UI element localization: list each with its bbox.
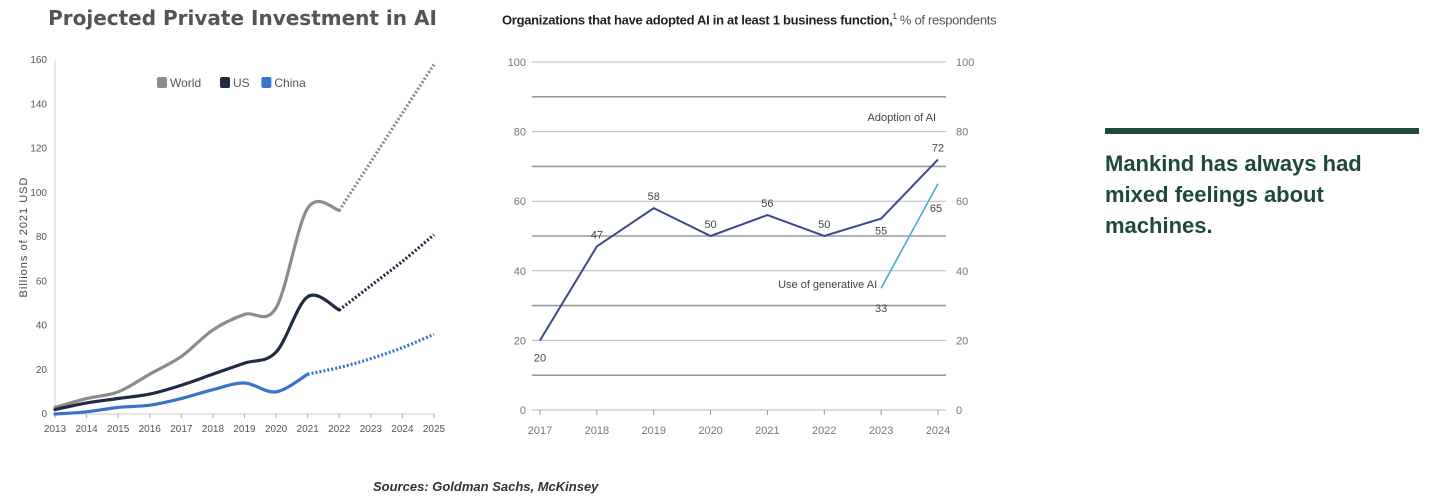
- y-tick-label: 160: [30, 55, 47, 66]
- x-tick-label: 2019: [233, 424, 256, 435]
- y-tick-label: 140: [30, 99, 47, 110]
- x-tick-label: 2021: [297, 424, 320, 435]
- x-tick-label: 2022: [328, 424, 351, 435]
- x-tick-label: 2021: [755, 425, 779, 437]
- x-tick-label: 2023: [869, 425, 893, 437]
- data-label-adoption: 50: [818, 219, 830, 231]
- series-line-generative: [880, 183, 939, 289]
- y-tick-label-right: 20: [956, 335, 968, 347]
- x-tick-label: 2013: [44, 424, 67, 435]
- legend-swatch-world: [157, 77, 167, 88]
- y-tick-label-left: 20: [514, 335, 526, 347]
- series-line-china-projected: [307, 332, 435, 376]
- data-label-adoption: 58: [648, 191, 660, 203]
- series-line-world-actual: [53, 200, 341, 409]
- x-tick-label: 2015: [107, 424, 130, 435]
- legend-swatch-us: [220, 77, 230, 88]
- chart1-title: Projected Private Investment in AI: [48, 6, 437, 30]
- y-tick-label-right: 40: [956, 266, 968, 278]
- series-line-world-projected: [337, 63, 436, 212]
- legend-label-world: World: [170, 76, 201, 90]
- x-tick-label: 2019: [641, 425, 665, 437]
- y-tick-label: 20: [36, 365, 48, 376]
- quote-rule: [1105, 128, 1419, 134]
- y-tick-label-left: 60: [514, 196, 526, 208]
- x-tick-label: 2017: [170, 424, 193, 435]
- y-tick-label-right: 0: [956, 405, 962, 417]
- data-label-adoption: 55: [875, 226, 887, 238]
- chart2-title-main: Organizations that have adopted AI in at…: [502, 12, 893, 28]
- series-label-generative: Use of generative AI: [778, 279, 877, 291]
- x-tick-label: 2023: [360, 424, 383, 435]
- chart2-title: Organizations that have adopted AI in at…: [502, 12, 1102, 27]
- x-tick-label: 2014: [75, 424, 98, 435]
- legend-label-china: China: [274, 76, 306, 90]
- y-tick-label: 0: [41, 409, 47, 420]
- x-tick-label: 2016: [139, 424, 162, 435]
- y-tick-label-left: 40: [514, 266, 526, 278]
- series-line-us-actual: [53, 293, 341, 412]
- y-tick-label-left: 100: [508, 57, 526, 69]
- x-tick-label: 2024: [926, 425, 950, 437]
- x-tick-label: 2017: [528, 425, 552, 437]
- data-label-adoption: 47: [591, 229, 603, 241]
- y-tick-label-right: 100: [956, 57, 974, 69]
- legend-label-us: US: [233, 76, 250, 90]
- series-line-us-projected: [338, 233, 436, 312]
- data-label-generative-start: 33: [875, 303, 887, 315]
- y-tick-label: 100: [30, 188, 47, 199]
- data-label-adoption: 72: [932, 142, 944, 154]
- series-line-adoption: [539, 158, 939, 341]
- x-tick-label: 2020: [265, 424, 288, 435]
- x-tick-label: 2022: [812, 425, 836, 437]
- y-tick-label: 80: [36, 232, 48, 243]
- y-axis-label: Billions of 2021 USD: [18, 177, 30, 298]
- series-line-china-actual: [53, 372, 310, 416]
- quote-text: Mankind has always had mixed feelings ab…: [1105, 151, 1362, 238]
- x-tick-label: 2024: [391, 424, 414, 435]
- y-tick-label-right: 60: [956, 196, 968, 208]
- y-tick-label-left: 80: [514, 127, 526, 139]
- y-tick-label: 60: [36, 276, 48, 287]
- legend-swatch-china: [261, 77, 272, 88]
- x-tick-label: 2020: [698, 425, 722, 437]
- y-tick-label-left: 0: [520, 405, 526, 417]
- series-label-adoption: Adoption of AI: [868, 112, 937, 124]
- data-label-adoption: 20: [534, 352, 546, 364]
- x-tick-label: 2025: [423, 424, 446, 435]
- y-tick-label: 40: [36, 321, 48, 332]
- data-label-adoption: 50: [704, 219, 716, 231]
- x-tick-label: 2018: [585, 425, 609, 437]
- sources-note: Sources: Goldman Sachs, McKinsey: [373, 479, 599, 494]
- y-tick-label: 120: [30, 144, 47, 155]
- investment-chart: 0 20 40 60 80 100 120 140 160 2013 2014 2015 2016 201…: [18, 55, 446, 435]
- chart2-title-footnote: 1: [892, 12, 897, 21]
- chart2-subtitle: % of respondents: [899, 12, 997, 28]
- x-tick-label: 2018: [202, 424, 225, 435]
- data-label-adoption: 56: [761, 198, 773, 210]
- data-label-generative-end: 65: [930, 203, 942, 215]
- y-tick-label-right: 80: [956, 127, 968, 139]
